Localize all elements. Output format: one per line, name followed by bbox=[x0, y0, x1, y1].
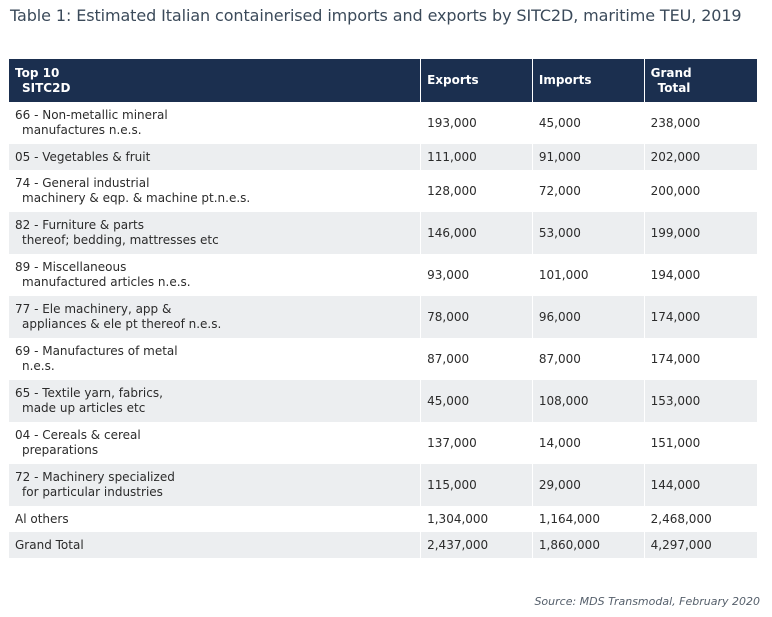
category-line1: 65 - Textile yarn, fabrics, bbox=[15, 386, 163, 400]
imports-cell: 101,000 bbox=[532, 254, 645, 296]
header-category-line2: SITC2D bbox=[22, 80, 71, 95]
imports-cell: 96,000 bbox=[532, 296, 645, 338]
category-line1: 69 - Manufactures of metal bbox=[15, 344, 178, 358]
category-line2: for particular industries bbox=[22, 485, 163, 499]
imports-cell: 87,000 bbox=[532, 338, 645, 380]
table-row: 69 - Manufactures of metal n.e.s. 87,000 … bbox=[9, 338, 757, 380]
category-line2: appliances & ele pt thereof n.e.s. bbox=[22, 317, 222, 331]
exports-cell: 78,000 bbox=[420, 296, 533, 338]
trade-table: Top 10 SITC2D Exports Imports Grand Tota… bbox=[9, 59, 757, 558]
total-cell: 200,000 bbox=[650, 183, 701, 198]
exports-cell: 146,000 bbox=[420, 212, 533, 254]
category-cell: 65 - Textile yarn, fabrics, made up artic… bbox=[9, 380, 422, 422]
table-row: 04 - Cereals & cereal preparations 137,00… bbox=[9, 422, 757, 464]
total-cell: 4,297,000 bbox=[644, 532, 757, 558]
category-line2: thereof; bedding, mattresses etc bbox=[22, 233, 219, 247]
category-line2: machinery & eqp. & machine pt.n.e.s. bbox=[22, 191, 251, 205]
category-line1: 77 - Ele machinery, app & bbox=[15, 302, 172, 316]
category-cell: 04 - Cereals & cereal preparations bbox=[9, 422, 422, 464]
category-cell: 77 - Ele machinery, app & appliances & el… bbox=[9, 296, 422, 338]
imports-cell: 91,000 bbox=[532, 144, 645, 170]
imports-cell: 14,000 bbox=[532, 422, 645, 464]
category-line1: 89 - Miscellaneous bbox=[15, 260, 127, 274]
total-cell: 2,468,000 bbox=[650, 511, 712, 526]
table-row: 89 - Miscellaneous manufactured articles … bbox=[9, 254, 757, 296]
table-row: 72 - Machinery specialized for particular… bbox=[9, 464, 757, 506]
header-row: Top 10 SITC2D Exports Imports Grand Tota… bbox=[9, 59, 757, 102]
table-row: 05 - Vegetables & fruit 111,000 91,000 2… bbox=[9, 144, 757, 170]
total-cell: 202,000 bbox=[644, 144, 757, 170]
imports-cell: 1,164,000 bbox=[532, 506, 645, 532]
category-cell: 74 - General industrial machinery & eqp. … bbox=[9, 170, 422, 212]
imports-cell: 53,000 bbox=[532, 212, 645, 254]
exports-cell: 115,000 bbox=[420, 464, 533, 506]
category-cell: Grand Total bbox=[9, 532, 422, 558]
category-cell: 82 - Furniture & parts thereof; bedding, … bbox=[9, 212, 422, 254]
exports-cell: 93,000 bbox=[420, 254, 533, 296]
category-line1: 72 - Machinery specialized bbox=[15, 470, 175, 484]
exports-cell: 137,000 bbox=[420, 422, 533, 464]
category-line1: 82 - Furniture & parts bbox=[15, 218, 144, 232]
category-cell: 69 - Manufactures of metal n.e.s. bbox=[9, 338, 422, 380]
category-cell: 89 - Miscellaneous manufactured articles … bbox=[9, 254, 422, 296]
table-title: Table 1: Estimated Italian containerised… bbox=[10, 6, 742, 25]
category-line1: Al others bbox=[15, 511, 69, 526]
imports-cell: 72,000 bbox=[532, 170, 645, 212]
category-cell: 72 - Machinery specialized for particular… bbox=[9, 464, 422, 506]
category-line1: 05 - Vegetables & fruit bbox=[15, 149, 151, 164]
category-line2: made up articles etc bbox=[22, 401, 146, 415]
category-line2: n.e.s. bbox=[22, 359, 55, 373]
total-cell: 144,000 bbox=[644, 464, 757, 506]
exports-cell: 45,000 bbox=[420, 380, 533, 422]
imports-cell: 29,000 bbox=[532, 464, 645, 506]
imports-cell: 108,000 bbox=[532, 380, 645, 422]
category-line2: manufactures n.e.s. bbox=[22, 123, 142, 137]
total-cell: 153,000 bbox=[644, 380, 757, 422]
header-total-line1: Grand bbox=[650, 65, 692, 80]
imports-cell: 1,860,000 bbox=[532, 532, 645, 558]
table-row: 77 - Ele machinery, app & appliances & el… bbox=[9, 296, 757, 338]
total-cell: 151,000 bbox=[650, 435, 701, 450]
category-cell: 66 - Non-metallic mineral manufactures n.… bbox=[9, 102, 422, 144]
imports-cell: 45,000 bbox=[532, 102, 645, 144]
total-cell: 194,000 bbox=[650, 267, 701, 282]
header-grand-total: Grand Total bbox=[644, 59, 757, 102]
category-cell: Al others bbox=[9, 506, 422, 532]
table-row: 74 - General industrial machinery & eqp. … bbox=[9, 170, 757, 212]
exports-cell: 111,000 bbox=[420, 144, 533, 170]
category-line1: 04 - Cereals & cereal bbox=[15, 428, 141, 442]
exports-cell: 1,304,000 bbox=[420, 506, 533, 532]
category-line2: manufactured articles n.e.s. bbox=[22, 275, 191, 289]
header-exports: Exports bbox=[420, 59, 533, 102]
table-row-all-others: Al others 1,304,000 1,164,000 2,468,000 bbox=[9, 506, 757, 532]
category-line1: Grand Total bbox=[15, 537, 84, 552]
source-note: Source: MDS Transmodal, February 2020 bbox=[534, 595, 760, 608]
table-row-grand-total: Grand Total 2,437,000 1,860,000 4,297,00… bbox=[9, 532, 757, 558]
exports-cell: 2,437,000 bbox=[420, 532, 533, 558]
header-total-line2: Total bbox=[657, 80, 691, 95]
exports-cell: 87,000 bbox=[420, 338, 533, 380]
table-row: 65 - Textile yarn, fabrics, made up artic… bbox=[9, 380, 757, 422]
exports-cell: 193,000 bbox=[420, 102, 533, 144]
total-cell: 199,000 bbox=[644, 212, 757, 254]
table-row: 82 - Furniture & parts thereof; bedding, … bbox=[9, 212, 757, 254]
total-cell: 174,000 bbox=[650, 351, 701, 366]
header-category-line1: Top 10 bbox=[15, 65, 60, 80]
exports-cell: 128,000 bbox=[420, 170, 533, 212]
table-row: 66 - Non-metallic mineral manufactures n.… bbox=[9, 102, 757, 144]
header-category: Top 10 SITC2D bbox=[9, 59, 422, 102]
total-cell: 174,000 bbox=[644, 296, 757, 338]
category-line1: 74 - General industrial bbox=[15, 176, 150, 190]
category-line1: 66 - Non-metallic mineral bbox=[15, 108, 168, 122]
category-cell: 05 - Vegetables & fruit bbox=[9, 144, 422, 170]
header-imports: Imports bbox=[532, 59, 645, 102]
total-cell: 238,000 bbox=[650, 115, 701, 130]
category-line2: preparations bbox=[22, 443, 99, 457]
